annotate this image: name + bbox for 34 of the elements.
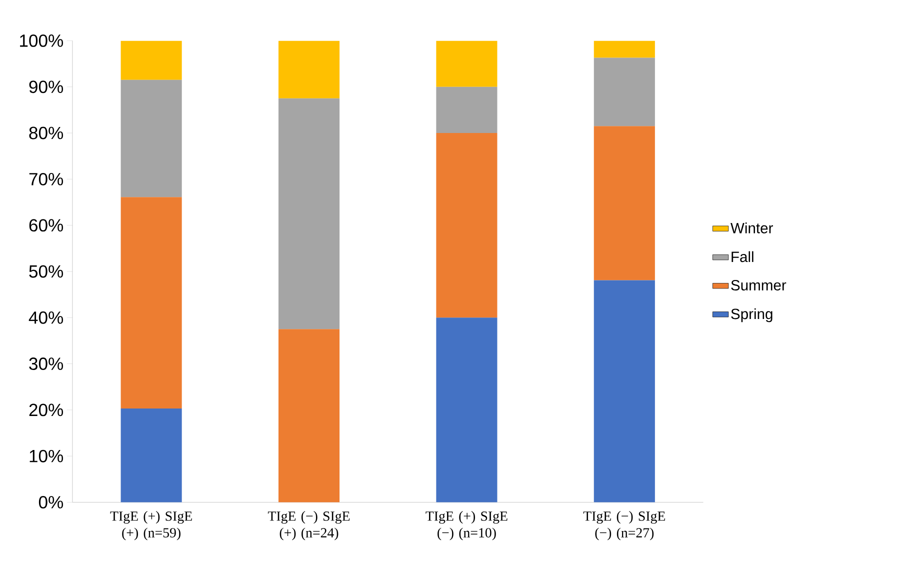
legend-label: Fall: [732, 251, 754, 262]
y-tick-label: 50%: [29, 265, 64, 278]
x-tick-label: TIgE (−) SIgE (+) (n=24): [268, 511, 350, 540]
legend-label: Spring: [731, 308, 772, 322]
y-tick-label: 0%: [38, 496, 64, 509]
bar: [594, 58, 655, 126]
y-tick-label: 20%: [29, 404, 64, 416]
bar: [436, 40, 498, 87]
y-tick-label: 100%: [20, 34, 64, 47]
bar: [278, 98, 340, 330]
bar: [436, 318, 498, 502]
legend-label: Summer: [731, 280, 786, 291]
y-tick-label: 30%: [29, 358, 64, 370]
x-tick-label: TIgE (+) SIgE (+) (n=59): [110, 511, 192, 540]
y-tick-label: 10%: [30, 450, 64, 462]
bar: [120, 80, 182, 198]
bar: [120, 197, 182, 409]
bar: [120, 40, 182, 80]
x-tick-label: TIgE (+) SIgE (−) (n=10): [426, 511, 508, 540]
bar: [594, 280, 655, 502]
bar: [278, 40, 340, 98]
x-tick-label: TIgE (−) SIgE (−) (n=27): [583, 511, 666, 540]
bar: [436, 86, 498, 134]
y-tick-label: 80%: [29, 126, 64, 140]
y-tick-label: 90%: [29, 80, 64, 94]
bar: [594, 40, 655, 58]
y-tick-label: 60%: [29, 219, 64, 232]
bar: [436, 133, 498, 318]
bar: [594, 126, 655, 280]
bar: [120, 408, 182, 502]
y-tick-label: 40%: [28, 311, 64, 324]
bar: [278, 329, 340, 502]
legend-label: Winter: [730, 222, 773, 234]
y-tick-label: 70%: [29, 173, 64, 186]
